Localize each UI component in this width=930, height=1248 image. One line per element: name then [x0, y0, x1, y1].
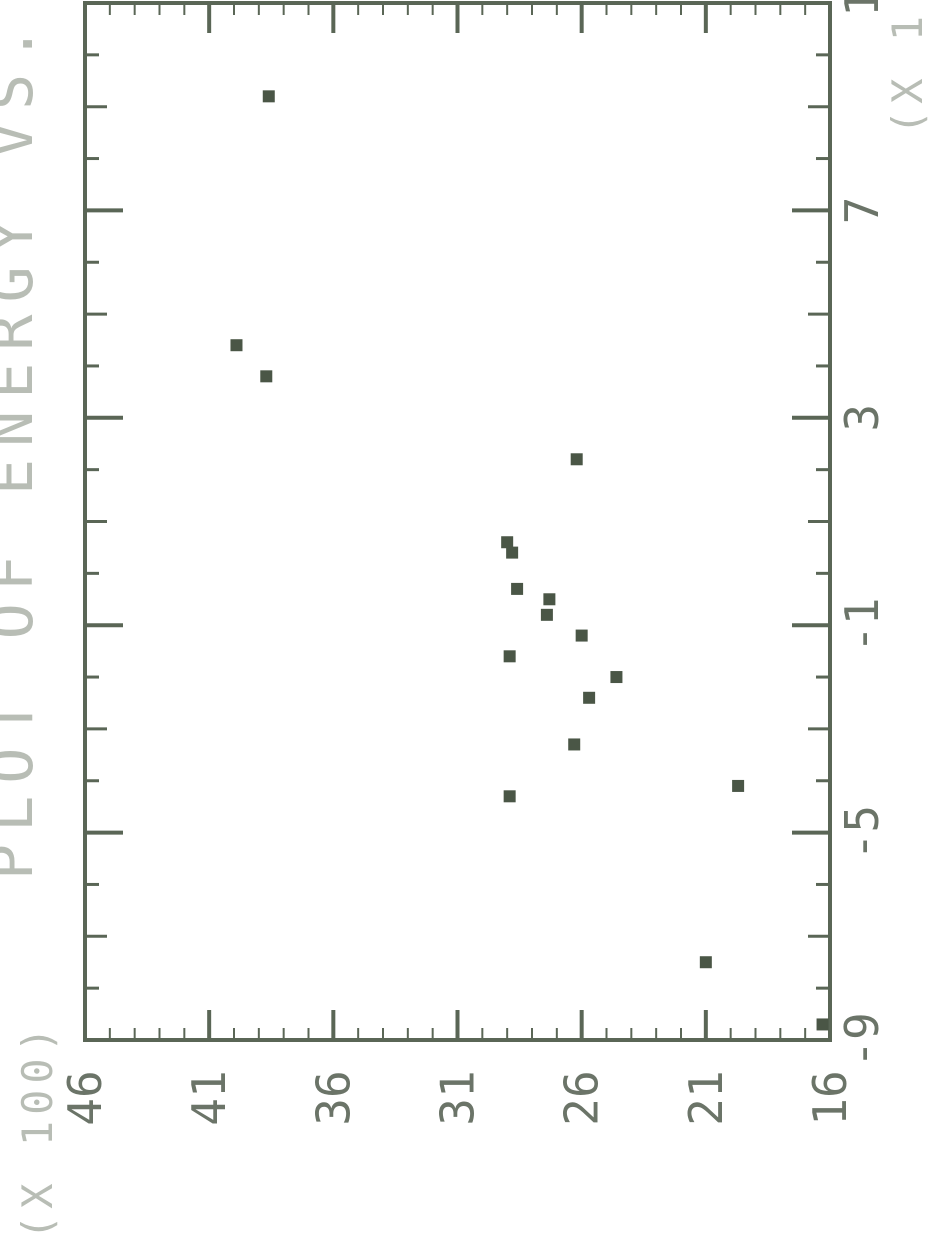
data-point [575, 629, 588, 642]
y-tick-label: 36 [306, 1070, 360, 1125]
data-point [260, 370, 273, 383]
data-point [511, 582, 524, 595]
data-point [503, 790, 516, 803]
data-point [610, 671, 623, 684]
x-tick-label: -9 [835, 1012, 889, 1067]
data-point [570, 453, 583, 466]
x-tick-label: -5 [835, 805, 889, 860]
data-point [699, 956, 712, 969]
x-tick-labels: -9 -5 -1 3 7 1 [835, 0, 889, 1068]
data-point [568, 738, 581, 751]
x-tick-label: -1 [835, 598, 889, 653]
y-tick-label: 46 [58, 1070, 112, 1125]
y-multiplier-label: (X 100) [13, 1021, 62, 1240]
data-point [503, 650, 516, 663]
data-point [732, 779, 745, 792]
data-point [230, 339, 243, 352]
y-tick-labels: 16 21 26 31 36 41 46 [58, 1070, 857, 1125]
y-tick-label: 26 [555, 1070, 609, 1125]
x-multiplier-label: (X 1 [883, 10, 930, 135]
x-tick-label: 1 [835, 0, 889, 17]
data-point [501, 536, 514, 549]
data-point [583, 691, 596, 704]
y-tick-label: 21 [679, 1070, 733, 1125]
plot-frame [83, 1, 832, 1042]
y-tick-label: 41 [182, 1070, 236, 1125]
data-point [506, 546, 519, 559]
data-point [816, 1018, 829, 1031]
x-tick-label: 7 [835, 197, 889, 225]
x-tick-label: 3 [835, 404, 889, 432]
y-tick-label: 31 [431, 1070, 485, 1125]
data-points [230, 90, 829, 1031]
data-point [540, 608, 553, 621]
y-tick-label: 16 [803, 1070, 857, 1125]
axis-ticks [83, 1, 832, 1042]
data-point [262, 90, 275, 103]
data-point [543, 593, 556, 606]
chart-title: PLOT OF ENERGY VS. TH [0, 0, 47, 880]
